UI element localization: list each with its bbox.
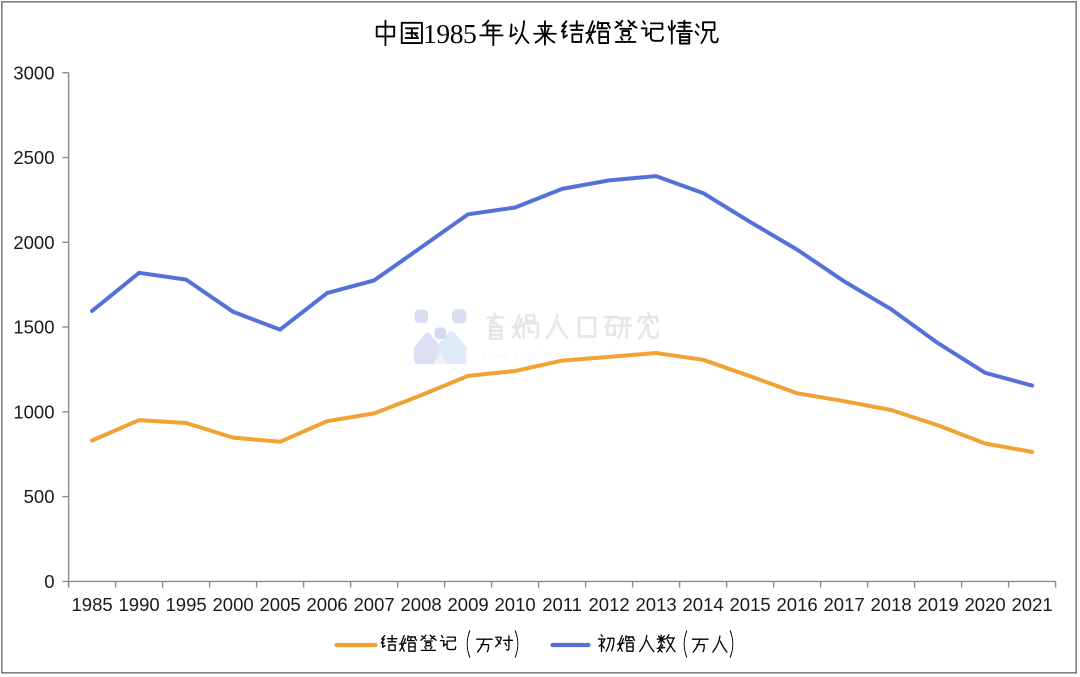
svg-text:2021: 2021 bbox=[1012, 594, 1053, 615]
svg-text:2007: 2007 bbox=[354, 594, 395, 615]
svg-text:0: 0 bbox=[44, 571, 54, 592]
svg-text:2009: 2009 bbox=[448, 594, 489, 615]
svg-text:3000: 3000 bbox=[13, 62, 54, 83]
svg-text:2017: 2017 bbox=[824, 594, 865, 615]
svg-text:2011: 2011 bbox=[542, 594, 582, 615]
svg-text:2018: 2018 bbox=[871, 594, 912, 615]
svg-text:2000: 2000 bbox=[13, 232, 54, 253]
svg-text:2010: 2010 bbox=[495, 594, 536, 615]
svg-text:2015: 2015 bbox=[730, 594, 771, 615]
svg-text:1500: 1500 bbox=[13, 317, 54, 338]
svg-text:2012: 2012 bbox=[589, 594, 630, 615]
svg-text:1985: 1985 bbox=[72, 594, 113, 615]
svg-text:2013: 2013 bbox=[636, 594, 677, 615]
svg-text:500: 500 bbox=[24, 486, 55, 507]
svg-text:2020: 2020 bbox=[965, 594, 1006, 615]
svg-text:2019: 2019 bbox=[918, 594, 959, 615]
svg-text:2006: 2006 bbox=[307, 594, 348, 615]
svg-text:1995: 1995 bbox=[166, 594, 207, 615]
svg-text:2000: 2000 bbox=[213, 594, 254, 615]
svg-text:2008: 2008 bbox=[401, 594, 442, 615]
svg-text:2005: 2005 bbox=[260, 594, 301, 615]
svg-text:2014: 2014 bbox=[683, 594, 724, 615]
svg-text:2500: 2500 bbox=[13, 147, 54, 168]
svg-text:2016: 2016 bbox=[777, 594, 818, 615]
svg-text:1990: 1990 bbox=[119, 594, 160, 615]
svg-text:1000: 1000 bbox=[13, 401, 54, 422]
svg-text:1985: 1985 bbox=[423, 18, 476, 49]
